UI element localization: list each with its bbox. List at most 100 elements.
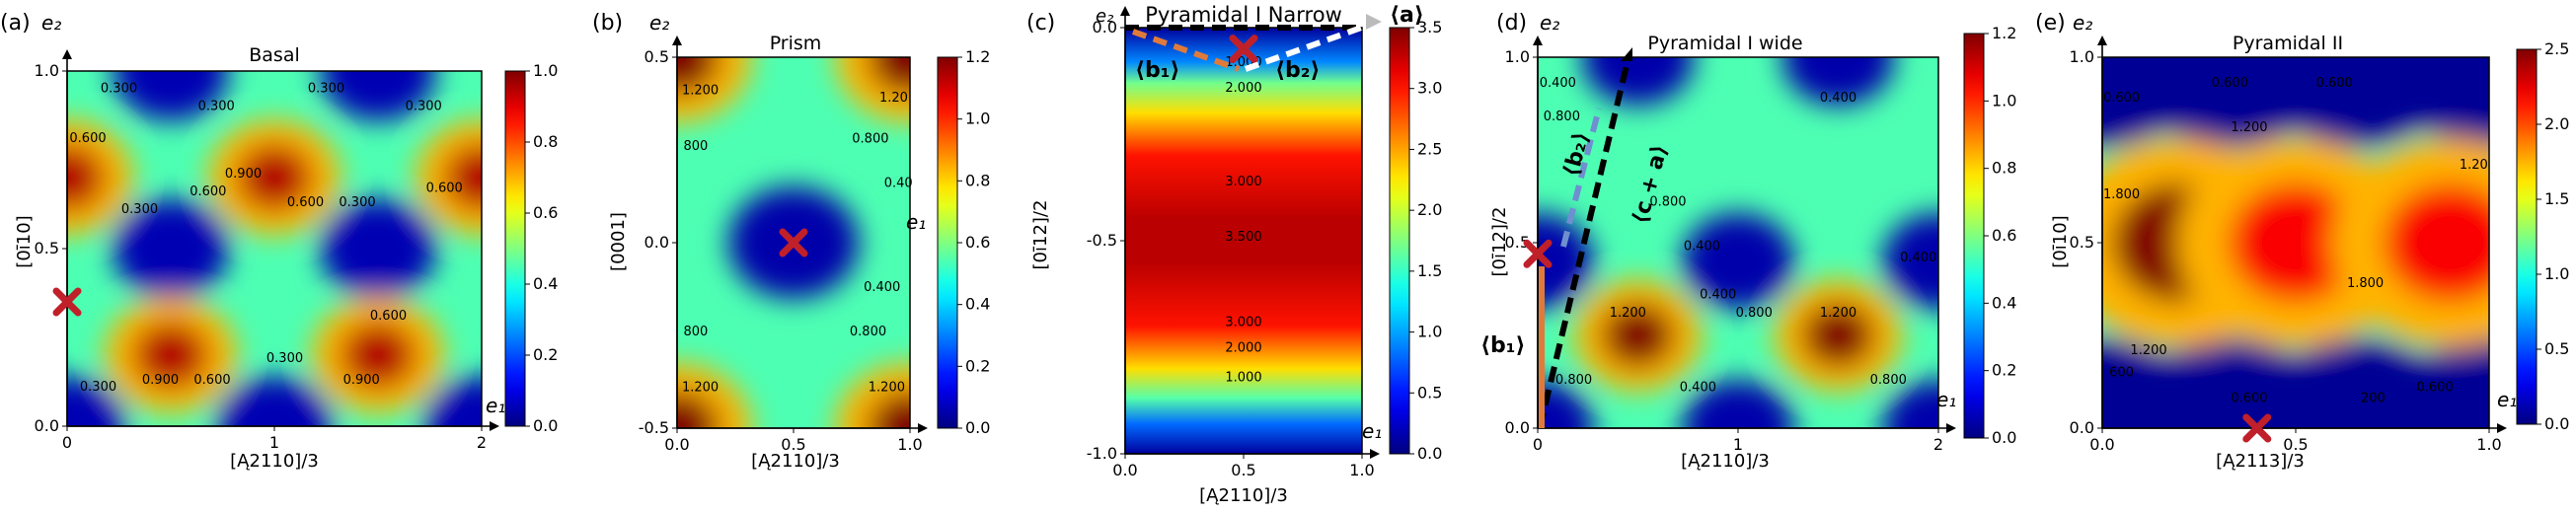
panel-b-label: (b) [592, 11, 623, 36]
valley-region [113, 71, 229, 121]
panel-b-e2-tag: e₂ [649, 11, 669, 35]
peak-core [2384, 183, 2489, 303]
valley-region [67, 376, 125, 426]
panel-e-colorbar: 0.0 0.5 1.0 1.5 2.0 2.5 [2516, 39, 2569, 433]
contour-label: 0.300 [80, 380, 116, 395]
panel-c-burgers-vectors: ⟨a⟩ ⟨b₁⟩ ⟨b₂⟩ [1125, 3, 1424, 83]
contour-label: 0.600 [2417, 380, 2454, 395]
peak-core [341, 322, 416, 389]
field-profile [1125, 28, 1362, 454]
contour-label: 0.400 [864, 280, 900, 295]
contour-label: 1.200 [682, 84, 719, 99]
cross-marker [52, 287, 82, 317]
panel-d: (d) Pyramidal I wide 0.4000.8000.4000.80… [1480, 11, 2016, 472]
x-tick-label: 1.0 [1349, 461, 1374, 479]
colorbar-gradient [1389, 27, 1410, 455]
contour-label: 3.500 [1225, 230, 1261, 245]
panel-c-colorbar: 0.0 0.5 1.0 1.5 2.0 2.5 3.0 3.5 [1389, 18, 1442, 463]
contour-label: 0.300 [198, 100, 235, 114]
panel-a-colorbar: 0.0 0.2 0.4 0.6 0.8 1.0 [504, 61, 558, 435]
x-tick-label: 1.0 [897, 435, 922, 454]
contour-label: 1.200 [682, 380, 719, 395]
y-tick-label: 0.5 [2070, 233, 2094, 252]
contour-label: 200 [2361, 392, 2386, 406]
panel-b: (b) Prism 1.200 1.20 800 0.800 0.40 0.400 800 0… [592, 11, 990, 472]
y-tick-label: -0.5 [1087, 231, 1117, 250]
colorbar-tick-label: 1.0 [2544, 264, 2569, 283]
panel-e-label: (e) [2035, 11, 2066, 36]
valley-region [2385, 57, 2489, 147]
contour-label: 0.600 [193, 373, 230, 388]
panel-e: (e) Pyramidal II 0.600 0.600 0.600 1.200 1.8… [2035, 11, 2569, 472]
panel-d-e1-tag: e₁ [1936, 388, 1956, 411]
panel-a-title: Basal [249, 44, 300, 66]
contour-label: 1.200 [2231, 120, 2267, 135]
colorbar-tick-label: 0.4 [533, 274, 558, 293]
contour-label: 1.20 [879, 91, 908, 106]
valley-region [1682, 213, 1794, 310]
contour-label: 0.900 [343, 373, 380, 388]
contour-label: 0.800 [1544, 110, 1580, 124]
y-tick-label: 0.0 [1093, 18, 1117, 37]
panel-a-axes: 0 1 2 0.0 0.5 1.0 [35, 49, 499, 452]
y-tick-label: 0.0 [35, 416, 59, 435]
contour-label: 3.000 [1225, 315, 1261, 330]
x-tick-label: 1.0 [2476, 435, 2501, 454]
contour-label: 0.600 [2231, 392, 2267, 406]
panel-b-axes: 0.0 0.5 1.0-0.50.00.5 [639, 36, 928, 454]
colorbar-tick-label: 0.0 [2544, 414, 2569, 433]
x-tick-label: 0.5 [2283, 435, 2308, 454]
contour-label: 0.400 [1684, 240, 1720, 255]
panel-d-heatmap: 0.4000.8000.4000.8000.4000.4000.8000.400… [1538, 57, 1938, 428]
e2-arrowhead [2097, 36, 2107, 45]
panel-e-xlabel: [Ą2113]/3 [2216, 451, 2305, 472]
panel-c-ylabel: [0ī12]/2 [1030, 200, 1051, 270]
ca-vector-dashed [1537, 56, 1631, 429]
valley-region [320, 71, 436, 121]
b2-vector-label: ⟨b₂⟩ [1275, 58, 1321, 83]
panel-e-axes: 0.0 0.5 1.0 0.0 0.5 1.0 [2070, 36, 2507, 454]
contour-label: 1.20 [2460, 158, 2488, 173]
panel-a-xlabel: [Ą2110]/3 [230, 451, 319, 472]
x-tick-label: 0 [62, 433, 72, 452]
colorbar-tick-label: 0.6 [533, 203, 558, 222]
colorbar-tick-label: 0.8 [965, 171, 990, 189]
valley-region [216, 376, 333, 426]
colorbar-tick-label: 0.2 [533, 345, 558, 364]
contour-label: 600 [2109, 365, 2134, 380]
y-tick-label: 0.0 [1505, 418, 1530, 437]
x-tick-label: 0 [1533, 435, 1543, 454]
x-tick-label: 0.0 [2089, 435, 2114, 454]
panel-a-e1-tag: e₁ [486, 394, 505, 417]
contour-label: 0.600 [370, 309, 407, 324]
peak-core [1801, 303, 1875, 368]
panel-d-axes: 0 1 2 0.0 0.5 1.0 [1505, 36, 1956, 454]
e1-arrowhead [1946, 423, 1956, 433]
panel-b-title: Prism [770, 33, 822, 54]
e1-arrowhead [2497, 423, 2507, 433]
valley-region [1538, 213, 1594, 310]
colorbar-tick-label: 0.0 [533, 416, 558, 435]
e2-arrowhead [62, 49, 72, 59]
y-tick-label: 0.5 [35, 239, 59, 257]
y-tick-label: 0.0 [644, 233, 669, 252]
colorbar-tick-label: 0.2 [965, 356, 990, 375]
panel-c-xlabel: [Ą2110]/3 [1199, 485, 1288, 506]
colorbar-tick-label: 3.5 [1417, 18, 1442, 37]
panel-a-e2-tag: e₂ [41, 11, 61, 35]
cross-marker [1523, 239, 1553, 268]
peak-core [868, 57, 910, 95]
colorbar-tick-label: 0.2 [1992, 361, 2016, 380]
b1-vector-label: ⟨b₁⟩ [1135, 58, 1180, 83]
cross-marker [779, 228, 808, 257]
colorbar-gradient [937, 56, 958, 429]
contour-label: 0.300 [121, 202, 158, 217]
contour-label: 0.900 [142, 373, 179, 388]
e1-arrowhead [1370, 449, 1380, 459]
heatmap-field [67, 71, 482, 426]
panel-b-xlabel: [Ą2110]/3 [751, 451, 840, 472]
panel-b-ylabel: [0001] [608, 212, 629, 271]
x-tick-label: 2 [1933, 435, 1943, 454]
contour-label: 0.600 [426, 181, 463, 195]
